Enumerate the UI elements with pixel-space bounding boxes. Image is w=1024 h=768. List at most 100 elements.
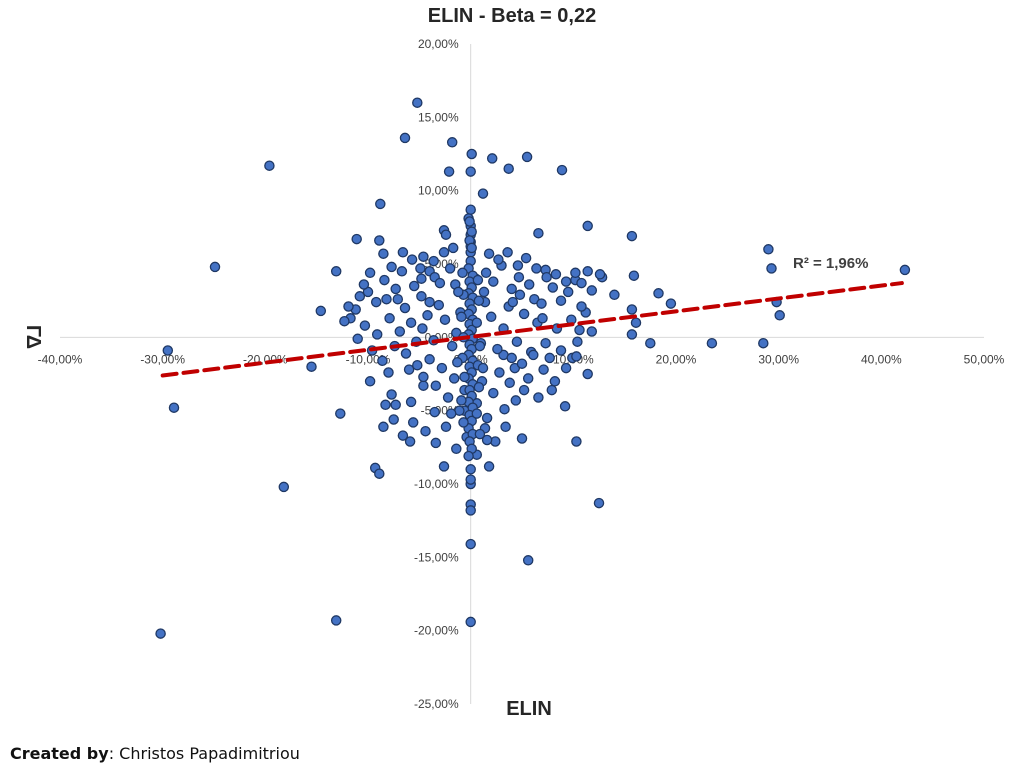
- data-point: [371, 329, 383, 340]
- data-point: [445, 408, 457, 419]
- axes: [60, 44, 984, 704]
- data-point: [522, 555, 534, 566]
- data-point: [377, 355, 388, 367]
- data-point: [403, 364, 415, 375]
- data-point: [560, 276, 572, 287]
- y-tick-label: -15,00%: [414, 550, 459, 564]
- data-points: [155, 97, 911, 639]
- data-point: [593, 497, 605, 509]
- data-point: [485, 311, 497, 323]
- data-point: [514, 289, 526, 301]
- data-point: [352, 333, 363, 345]
- data-point: [354, 291, 366, 302]
- data-point: [209, 261, 221, 273]
- data-point: [383, 367, 394, 378]
- data-point: [465, 166, 476, 177]
- data-point: [763, 244, 774, 255]
- data-point: [571, 351, 582, 362]
- data-point: [626, 304, 638, 315]
- data-point: [359, 320, 371, 331]
- data-point: [444, 263, 456, 274]
- x-tick-label: -30,00%: [140, 352, 185, 366]
- data-point: [430, 437, 442, 449]
- data-point: [438, 247, 450, 258]
- data-point: [397, 247, 409, 258]
- data-point: [442, 392, 454, 403]
- data-point: [434, 277, 446, 289]
- data-point: [412, 359, 423, 371]
- data-point: [465, 474, 476, 485]
- data-point: [457, 267, 468, 279]
- data-point: [478, 286, 490, 298]
- x-tick-label: -40,00%: [38, 352, 83, 366]
- data-point: [536, 298, 547, 309]
- data-point: [448, 373, 460, 384]
- data-point: [388, 414, 399, 425]
- data-point: [374, 468, 385, 479]
- data-point: [520, 252, 532, 264]
- data-point: [559, 401, 571, 412]
- data-point: [440, 421, 452, 433]
- data-point: [446, 137, 458, 148]
- data-point: [440, 229, 452, 240]
- data-point: [465, 505, 476, 516]
- data-point: [465, 204, 476, 215]
- data-point: [459, 371, 470, 383]
- data-point: [386, 261, 397, 273]
- data-point: [562, 286, 574, 298]
- data-point: [549, 376, 561, 387]
- data-point: [374, 235, 385, 246]
- data-point: [758, 337, 769, 349]
- data-point: [492, 343, 503, 355]
- data-point: [499, 403, 510, 415]
- data-point: [380, 399, 391, 411]
- data-point: [415, 263, 426, 274]
- data-point: [481, 412, 493, 424]
- y-tick-label: -25,00%: [414, 697, 459, 711]
- data-point: [418, 380, 429, 391]
- data-point: [381, 293, 392, 305]
- data-point: [481, 434, 493, 446]
- data-point: [502, 247, 513, 258]
- data-point: [351, 233, 362, 245]
- data-point: [899, 264, 911, 276]
- data-point: [358, 279, 370, 290]
- data-point: [473, 295, 485, 306]
- data-point: [375, 198, 386, 210]
- data-point: [582, 368, 593, 380]
- data-point: [429, 406, 440, 418]
- data-point: [521, 151, 533, 163]
- data-point: [570, 267, 581, 279]
- data-point: [555, 295, 567, 306]
- y-tick-label: -20,00%: [414, 624, 459, 638]
- data-point: [436, 362, 448, 374]
- data-point: [507, 296, 519, 308]
- data-point: [483, 461, 495, 472]
- data-point: [494, 367, 505, 378]
- data-point: [523, 279, 535, 290]
- data-point: [594, 269, 606, 280]
- tick-labels: -40,00%-30,00%-20,00%-10,00%0,00%10,00%2…: [38, 37, 1005, 711]
- data-point: [582, 266, 593, 277]
- data-point: [264, 160, 275, 171]
- y-axis-title: ΓΔ: [22, 325, 44, 349]
- data-point: [447, 242, 459, 254]
- data-point: [422, 310, 433, 321]
- x-axis-title: ELIN: [506, 698, 552, 720]
- data-point: [390, 283, 401, 295]
- trendline: [160, 281, 904, 378]
- data-point: [537, 313, 548, 324]
- data-point: [408, 280, 420, 292]
- data-point: [488, 387, 499, 399]
- data-point: [531, 263, 542, 274]
- data-point: [477, 362, 489, 374]
- data-point: [443, 166, 455, 177]
- data-point: [451, 443, 462, 455]
- data-point: [472, 274, 484, 286]
- data-point: [315, 305, 327, 317]
- data-point: [400, 348, 412, 359]
- data-point: [452, 357, 463, 368]
- data-point: [538, 364, 549, 375]
- data-point: [330, 615, 342, 626]
- y-tick-label: 15,00%: [418, 110, 459, 124]
